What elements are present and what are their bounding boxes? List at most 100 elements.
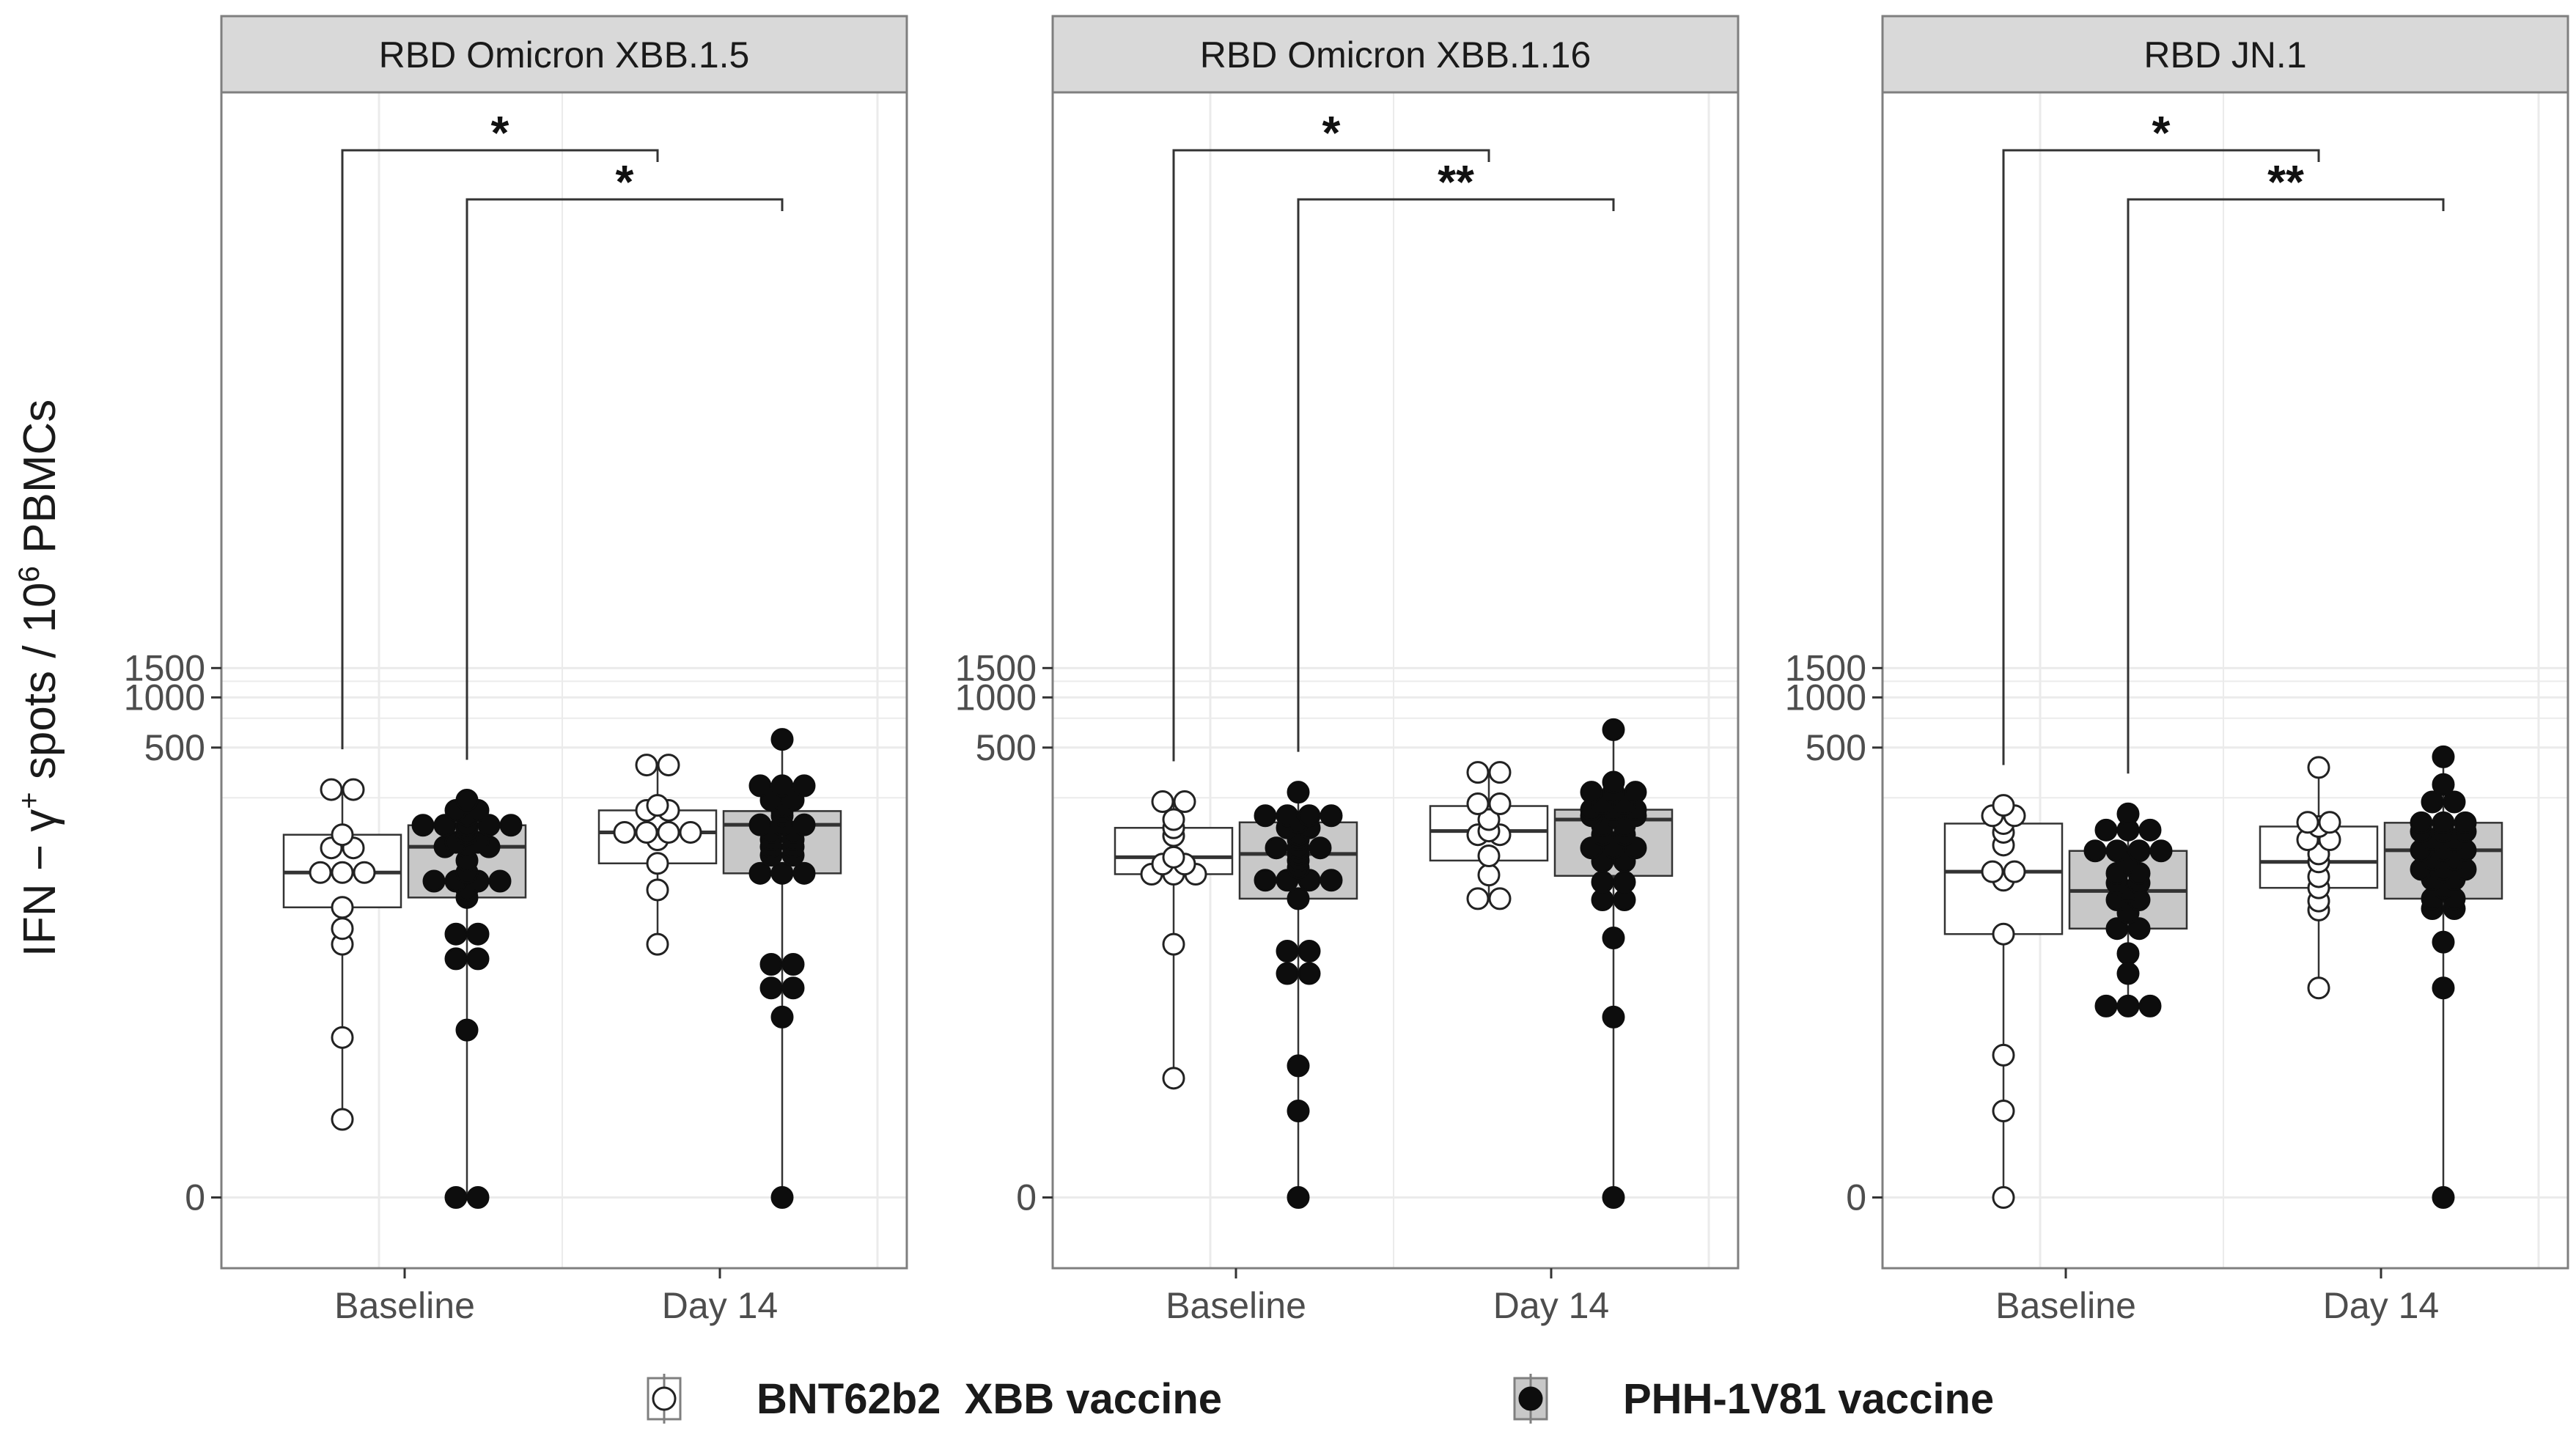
x-tick-label: Baseline <box>1166 1285 1306 1326</box>
data-point <box>1287 887 1310 910</box>
panel-title: RBD Omicron XBB.1.16 <box>1200 34 1591 76</box>
legend-label-phh: PHH-1V81 vaccine <box>1623 1375 1994 1423</box>
significance-label: * <box>1322 106 1341 159</box>
data-point <box>748 861 772 885</box>
data-point <box>1488 887 1512 910</box>
data-point <box>1992 922 2015 946</box>
data-point <box>2003 860 2026 883</box>
data-point <box>2307 976 2330 1000</box>
data-point <box>2432 930 2455 954</box>
data-point <box>2432 976 2455 1000</box>
data-point <box>499 814 523 837</box>
panel-strip <box>220 15 908 94</box>
data-point <box>455 1018 479 1042</box>
data-point <box>2094 818 2118 842</box>
legend: BNT62b2 XBB vaccine PHH-1V81 vaccine <box>647 1374 1994 1424</box>
data-point <box>1276 940 1299 963</box>
data-point <box>635 754 658 777</box>
data-point <box>411 814 435 837</box>
box-group <box>1429 761 1549 910</box>
data-point <box>1298 962 1321 985</box>
box-group <box>1238 781 1358 1209</box>
data-point <box>1613 870 1636 894</box>
y-tick-label: 1000 <box>1785 677 1866 718</box>
panel-strip <box>1051 15 1740 94</box>
x-tick-label: Baseline <box>334 1285 475 1326</box>
data-point <box>781 976 805 1000</box>
significance-label: * <box>616 155 634 208</box>
data-point <box>1162 932 1185 956</box>
data-point <box>1992 1043 2015 1067</box>
panel-background <box>221 92 907 1268</box>
data-point <box>2432 811 2455 834</box>
data-point <box>1591 870 1614 894</box>
y-axis-label-mid: spots / 10 <box>15 582 65 792</box>
significance-bracket: * <box>465 155 784 760</box>
data-point <box>1992 1100 2015 1123</box>
box-group <box>2259 756 2379 1000</box>
box-group <box>722 728 842 1209</box>
panel-2: RBD Omicron XBB.1.16***050010001500Basel… <box>955 15 1740 1326</box>
data-point <box>1488 761 1512 784</box>
data-point <box>331 823 354 847</box>
box-group <box>407 788 527 1209</box>
panel-border <box>1881 91 2569 1270</box>
data-point <box>1602 1186 1625 1209</box>
data-point <box>1276 804 1299 828</box>
legend-key-bnt <box>647 1374 682 1424</box>
data-point <box>422 869 446 893</box>
data-point <box>2432 773 2455 796</box>
data-point <box>2432 745 2455 768</box>
significance-bracket: ** <box>2127 155 2445 774</box>
data-point <box>2138 818 2162 842</box>
data-point <box>1265 836 1288 860</box>
data-point <box>1992 1186 2015 1209</box>
data-point <box>2410 811 2433 834</box>
significance-line <box>1297 198 1615 752</box>
data-point <box>646 852 669 875</box>
data-point <box>792 813 816 836</box>
y-axis-label-end: PBMCs <box>15 400 65 566</box>
data-point <box>1298 940 1321 963</box>
data-point <box>2296 811 2319 834</box>
data-point <box>2307 756 2330 779</box>
data-point <box>1602 927 1625 950</box>
data-point <box>1477 864 1501 887</box>
data-point <box>1162 1067 1185 1090</box>
data-point <box>748 813 772 836</box>
data-point <box>646 932 669 956</box>
data-point <box>466 922 490 946</box>
data-point <box>2105 917 2129 941</box>
significance-bracket: * <box>2002 106 2320 765</box>
data-point <box>2116 802 2140 825</box>
data-point <box>657 820 680 844</box>
x-tick-label: Day 14 <box>2323 1285 2439 1326</box>
significance-line <box>2127 198 2445 774</box>
significance-line <box>341 149 659 750</box>
data-point <box>320 778 343 801</box>
data-point <box>2454 811 2477 834</box>
data-point <box>342 778 365 801</box>
panel-border <box>1051 91 1740 1270</box>
significance-bracket: ** <box>1297 155 1615 752</box>
y-tick-label: 500 <box>1806 727 1866 768</box>
significance-label: ** <box>2267 155 2304 208</box>
data-point <box>1162 845 1185 869</box>
data-point <box>646 794 669 817</box>
significance-line <box>1172 149 1490 762</box>
legend-key-phh <box>1513 1374 1548 1424</box>
data-point <box>748 774 772 798</box>
data-point <box>444 1186 468 1209</box>
y-tick-label: 0 <box>185 1177 205 1218</box>
box-group <box>2383 745 2503 1209</box>
data-point <box>1287 1100 1310 1123</box>
significance-label: * <box>2152 106 2171 159</box>
data-point <box>1162 808 1185 831</box>
legend-key-bnt-dot <box>652 1386 677 1411</box>
data-point <box>770 861 794 885</box>
data-point <box>1602 1005 1625 1028</box>
significance-label: * <box>491 106 509 159</box>
y-tick-label: 1500 <box>1785 647 1866 688</box>
